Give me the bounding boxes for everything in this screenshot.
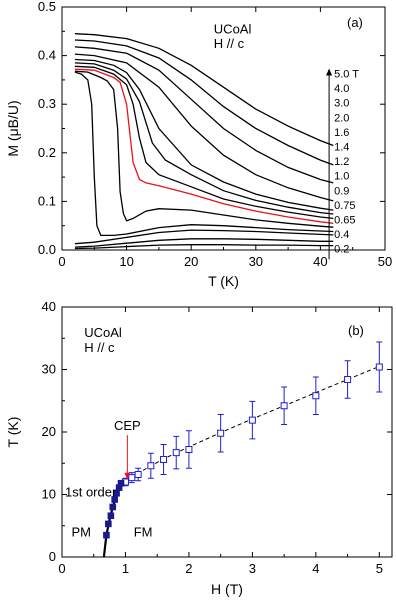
panel-a-curves: [74, 33, 334, 250]
panel-a-ticks: 0 10 20 30 40 50 0.0 0.1 0.2 0.3 0.4 0.5: [38, 0, 392, 269]
legend-entry: 1.0: [334, 171, 349, 183]
crossover-point: [375, 363, 383, 371]
panel-a-field-direction: H // c: [214, 36, 245, 51]
panel-b-ytick-label: 0: [49, 549, 56, 564]
first-order-point: [103, 531, 110, 539]
panel-b-ytick-label: 30: [42, 362, 56, 377]
legend-entry: 0.65: [334, 214, 355, 226]
panel-a-curve: [74, 53, 334, 202]
panel-a-xtick-label: 0: [58, 254, 65, 269]
panel-a-ytick-label: 0.0: [38, 242, 56, 257]
panel-b: 0 1 2 3 4 5 0 10 20 30 40 H (T) T (K) (b) UCoAl H …: [5, 299, 393, 597]
panel-a-label: (a): [347, 15, 363, 30]
panel-a-curve: [74, 46, 334, 184]
panel-a-ytick-label: 0.5: [38, 0, 56, 14]
panel-b-xtick-label: 0: [58, 561, 65, 576]
panel-b-xlabel: H (T): [211, 581, 243, 597]
panel-b-xtick-label: 1: [122, 561, 129, 576]
panel-b-points: [103, 341, 383, 539]
crossover-point: [160, 456, 168, 463]
legend-entry: 0.75: [334, 200, 355, 212]
crossover-point: [134, 471, 142, 478]
first-order-point: [105, 520, 112, 528]
panel-a-xlabel: T (K): [208, 273, 239, 289]
panel-a-curve: [74, 62, 334, 215]
legend-entry: 1.4: [334, 141, 349, 153]
panel-a-curve: [74, 68, 334, 224]
panel-a-ytick-label: 0.3: [38, 96, 56, 111]
legend-entry: 0.2: [334, 244, 349, 256]
panel-a-xtick-label: 10: [119, 254, 133, 269]
panel-b-field-direction: H // c: [84, 340, 115, 355]
fm-region-label: FM: [134, 524, 153, 539]
crossover-point: [128, 474, 136, 482]
panel-a-curve: [74, 229, 334, 245]
panel-a-curve: [74, 71, 334, 237]
panel-b-xtick-label: 4: [312, 561, 319, 576]
panel-a-curve: [74, 70, 334, 228]
panel-b-label: (b): [348, 323, 364, 338]
panel-a-ylabel: M (μB/U): [5, 100, 21, 156]
cep-arrow-head: [124, 472, 131, 480]
legend-entry: 0.9: [334, 185, 349, 197]
crossover-point: [172, 449, 180, 457]
legend-entry: 2.0: [334, 112, 349, 124]
panel-a-curve: [74, 33, 334, 147]
first-order-label: 1st order: [65, 484, 117, 499]
first-order-point: [107, 512, 115, 520]
cep-label: CEP: [114, 418, 141, 433]
legend-entry: 0.4: [334, 229, 349, 241]
panel-a-ytick-label: 0.1: [38, 193, 56, 208]
panel-a-xtick-label: 20: [184, 254, 198, 269]
panel-b-sample: UCoAl: [84, 325, 122, 340]
legend-entry: 1.2: [334, 156, 349, 168]
panel-a-curve: [74, 65, 334, 220]
crossover-point: [217, 429, 225, 437]
crossover-point: [147, 462, 155, 470]
panel-a-xtick-label: 50: [378, 254, 392, 269]
panel-b-xtick-label: 5: [376, 561, 383, 576]
panel-a-sample: UCoAl: [214, 22, 252, 37]
pm-region-label: PM: [72, 524, 92, 539]
crossover-point: [185, 446, 193, 453]
crossover-dashed-line: [125, 365, 380, 483]
panel-b-ticks: 0 1 2 3 4 5 0 10 20 30 40: [42, 299, 392, 576]
panel-a-curve: [74, 39, 334, 166]
panel-a-ytick-label: 0.2: [38, 145, 56, 160]
legend-entry: 1.6: [334, 127, 349, 139]
first-order-point: [117, 479, 125, 487]
first-order-point: [111, 496, 118, 503]
legend-entry: 5.0 T: [334, 68, 359, 80]
legend-arrow-head: [326, 68, 333, 76]
panel-a: 0 10 20 30 40 50 0.0 0.1 0.2 0.3 0.4 0.5 T (K) M (μ…: [5, 0, 392, 289]
panel-b-ytick-label: 20: [42, 424, 56, 439]
crossover-point: [280, 402, 288, 410]
crossover-point: [312, 392, 320, 400]
panel-a-curve: [74, 58, 334, 211]
first-order-point: [109, 503, 117, 511]
legend-entry: 4.0: [334, 83, 349, 95]
panel-a-curve: [74, 244, 334, 250]
legend-entry: 3.0: [334, 98, 349, 110]
panel-a-xtick-label: 30: [249, 254, 263, 269]
crossover-point: [248, 416, 256, 424]
panel-a-ytick-label: 0.4: [38, 48, 56, 63]
panel-a-legend: 5.0 T 4.0 3.0 2.0 1.6 1.4 1.2 1.0 0.9 0.75 0.65 0.4…: [326, 68, 359, 260]
panel-b-xtick-label: 2: [185, 561, 192, 576]
panel-b-ytick-label: 10: [42, 487, 56, 502]
panel-b-ytick-label: 40: [42, 299, 56, 314]
panel-a-curve: [74, 238, 334, 248]
panel-b-xtick-label: 3: [249, 561, 256, 576]
panel-a-xtick-label: 40: [313, 254, 327, 269]
crossover-point: [344, 376, 352, 383]
panel-b-ylabel: T (K): [5, 417, 21, 448]
